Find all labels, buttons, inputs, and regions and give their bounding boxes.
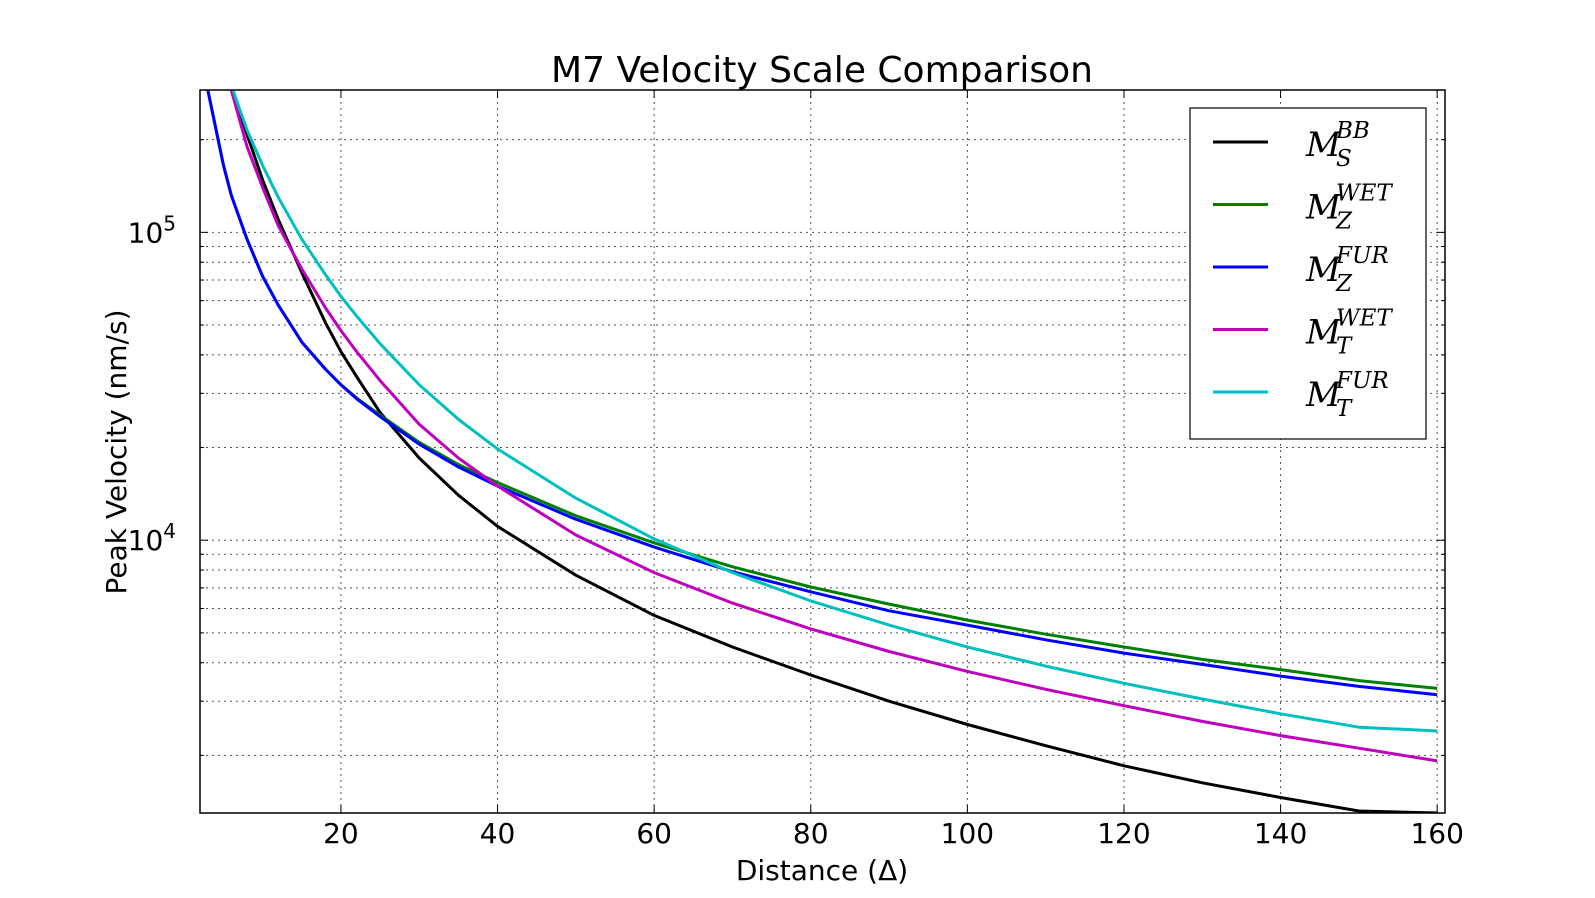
- x-tick-label: 20: [323, 817, 359, 850]
- y-axis-label: Peak Velocity (nm/s): [100, 309, 133, 594]
- series-line-t-wet: [229, 90, 1438, 763]
- y-tick-label: 104: [128, 519, 176, 557]
- series-line-z-fur: [206, 90, 1438, 697]
- series-line-t-fur: [231, 90, 1438, 733]
- legend-box: [1189, 107, 1427, 440]
- legend-label: MBB S: [1305, 118, 1370, 172]
- x-axis-label: Distance (Δ): [736, 854, 908, 887]
- x-tick-label: 140: [1254, 817, 1307, 850]
- y-tick-label: 105: [128, 211, 176, 249]
- x-tick-label: 120: [1097, 817, 1150, 850]
- x-tick-label: 60: [636, 817, 672, 850]
- x-tick-label: 100: [941, 817, 994, 850]
- x-tick-label: 40: [480, 817, 516, 850]
- chart-title: M7 Velocity Scale Comparison: [551, 50, 1093, 91]
- plot-frame: [199, 89, 1446, 814]
- series-lines: [206, 90, 1438, 813]
- axis-labels: 20 40 60 80 100 120 140 160 104 105: [128, 211, 1464, 850]
- x-tick-label: 80: [793, 817, 829, 850]
- x-tick-label: 160: [1410, 817, 1463, 850]
- axis-ticks: [200, 90, 1445, 813]
